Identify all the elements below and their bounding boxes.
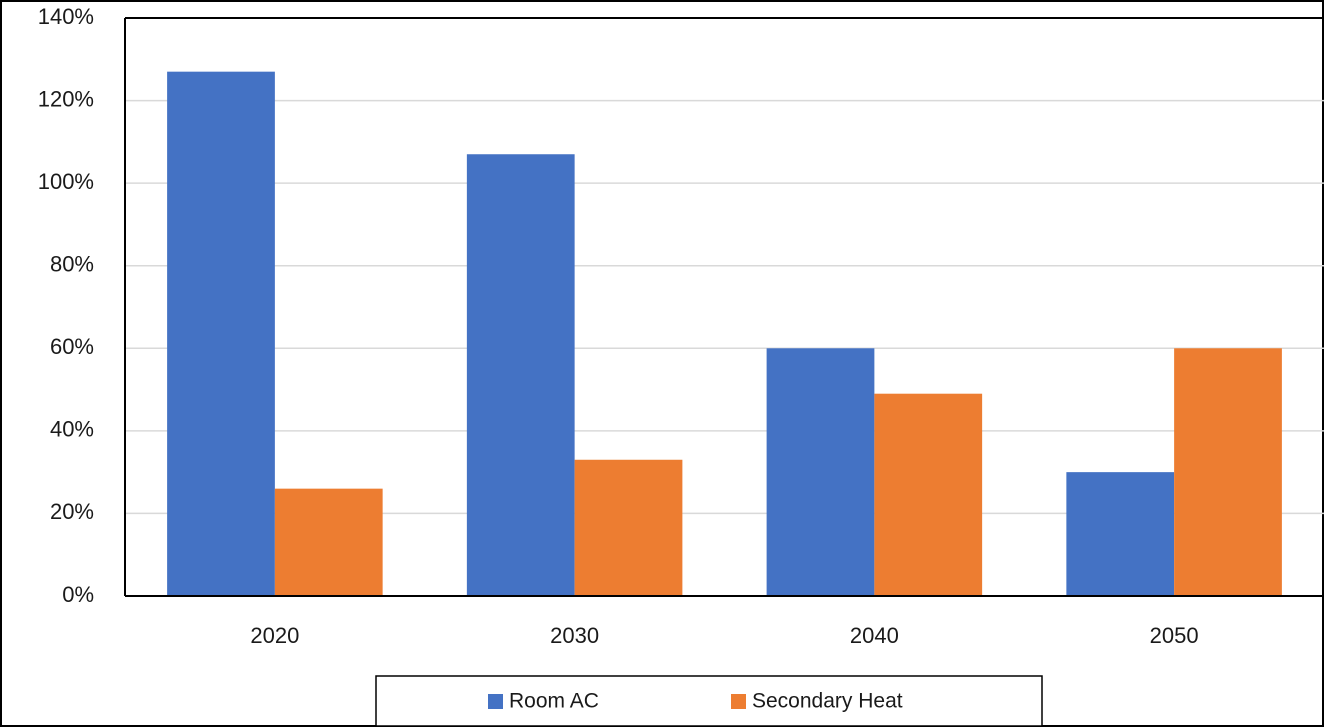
y-tick-label: 60% xyxy=(50,334,94,359)
x-axis-tick-labels: 2020 2030 2040 2050 xyxy=(250,623,1198,648)
bars xyxy=(167,71,1282,596)
y-axis-tick-labels: 0% 20% 40% 60% 80% 100% 120% 140% xyxy=(38,4,94,607)
y-tick-label: 20% xyxy=(50,499,94,524)
x-tick-label: 2040 xyxy=(850,623,899,648)
y-tick-label: 100% xyxy=(38,169,94,194)
bar-room-ac-2030 xyxy=(466,154,575,596)
bar-secondary-heat-2020 xyxy=(274,488,383,596)
bar-room-ac-2050 xyxy=(1066,472,1175,596)
legend-box xyxy=(375,675,1043,727)
x-tick-label: 2030 xyxy=(550,623,599,648)
y-tick-label: 80% xyxy=(50,252,94,277)
legend-label: Secondary Heat xyxy=(752,690,903,713)
legend-swatch xyxy=(488,694,503,709)
x-tick-label: 2050 xyxy=(1150,623,1199,648)
legend-label: Room AC xyxy=(509,690,599,713)
legend-swatch xyxy=(731,694,746,709)
y-tick-label: 140% xyxy=(38,4,94,29)
bar-room-ac-2020 xyxy=(167,71,275,596)
bar-room-ac-2040 xyxy=(766,348,875,596)
y-tick-label: 0% xyxy=(62,582,94,607)
legend: Room AC Secondary Heat xyxy=(375,675,1043,727)
y-tick-label: 120% xyxy=(38,86,94,111)
x-tick-label: 2020 xyxy=(250,623,299,648)
bar-secondary-heat-2050 xyxy=(1174,348,1282,596)
bar-secondary-heat-2030 xyxy=(574,459,683,596)
y-tick-label: 40% xyxy=(50,417,94,442)
axes xyxy=(124,17,1324,597)
bar-secondary-heat-2040 xyxy=(874,393,983,596)
